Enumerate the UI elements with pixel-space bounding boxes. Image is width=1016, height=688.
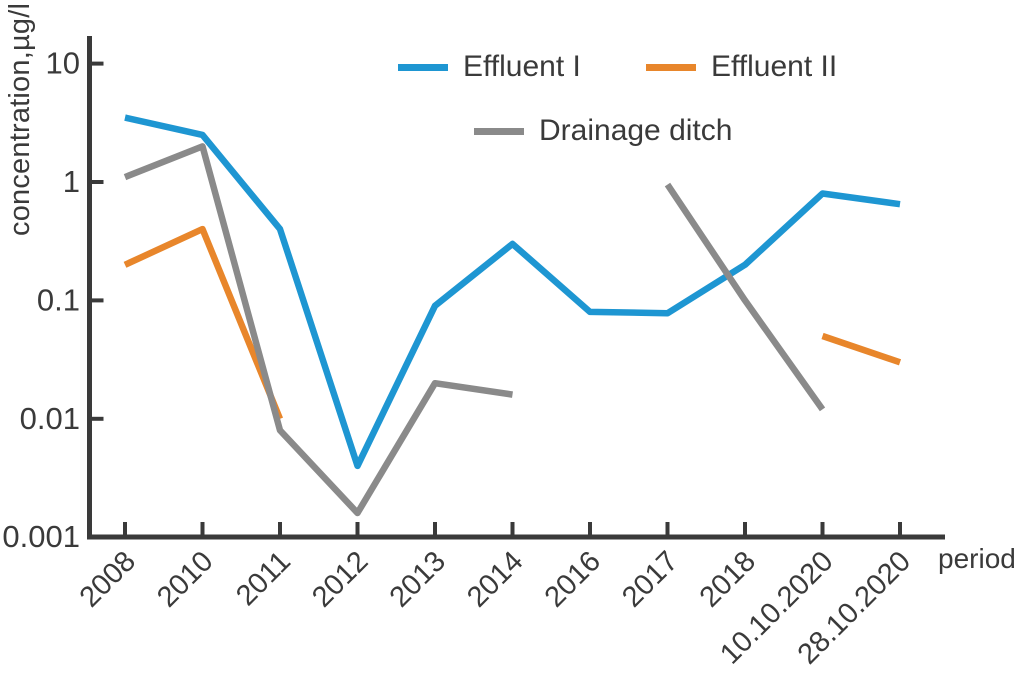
x-tick-label: 2013: [384, 545, 452, 613]
y-tick-label: 0.01: [20, 401, 80, 436]
series-line: [123, 225, 284, 421]
y-tick-label: 10: [46, 46, 80, 81]
legend-swatch-effluent-2-icon: [646, 63, 696, 71]
series-line: [123, 143, 513, 517]
legend-swatch-effluent-1-icon: [398, 63, 448, 71]
legend-item-effluent-1: Effluent I: [398, 50, 581, 84]
y-axis-ticks: 10 1 0.1 0.01 0.001: [2, 46, 104, 554]
legend-label-effluent-2: Effluent II: [711, 50, 838, 83]
x-axis-ticks: 2008 2010 2011 2012 2013 2014 2016 2017 201810.1…: [74, 522, 917, 671]
x-tick-label: 2012: [306, 545, 374, 613]
series-effluent-ii: [123, 225, 902, 421]
x-tick-label: 2011: [230, 545, 297, 612]
legend-label-effluent-1: Effluent I: [463, 50, 581, 83]
y-tick-label: 0.001: [2, 519, 80, 554]
x-tick-label: 2008: [74, 545, 142, 613]
x-tick-label: 2016: [539, 545, 607, 613]
x-tick-label: 2010: [151, 545, 219, 613]
x-tick-label: 2014: [461, 545, 529, 613]
legend-swatch-drainage-ditch-icon: [474, 127, 524, 135]
legend-item-drainage-ditch: Drainage ditch: [474, 114, 732, 148]
series-drainage-ditch: [123, 143, 826, 517]
legend-label-drainage-ditch: Drainage ditch: [539, 114, 733, 147]
series-line: [664, 182, 826, 412]
y-axis-title: concentration,µg/l: [4, 2, 36, 236]
legend-item-effluent-2: Effluent II: [646, 50, 837, 84]
series-effluent-i: [124, 114, 901, 470]
series-line: [821, 332, 902, 366]
x-axis-title: period: [938, 543, 1016, 574]
y-tick-label: 0.1: [37, 282, 80, 317]
y-tick-label: 1: [63, 164, 80, 199]
x-tick-label: 2017: [616, 545, 684, 613]
series-line: [124, 114, 901, 470]
x-tick-label: 2018: [694, 545, 762, 613]
